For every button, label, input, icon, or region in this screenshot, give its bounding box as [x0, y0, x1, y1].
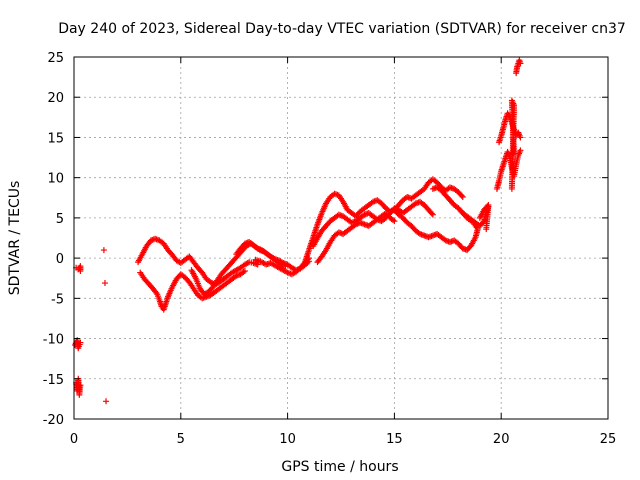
axes — [73, 56, 609, 420]
data-point — [517, 134, 524, 141]
data-points — [72, 57, 524, 405]
data-point — [517, 60, 524, 67]
plot-frame — [73, 56, 609, 420]
y-tick-label: 15 — [47, 131, 64, 146]
data-point — [241, 267, 248, 274]
data-point — [511, 150, 518, 157]
data-point — [77, 339, 84, 346]
y-tick-label: -20 — [43, 413, 64, 428]
y-tick-label: -5 — [51, 292, 64, 307]
data-point — [517, 147, 524, 154]
data-point — [429, 211, 436, 218]
x-axis-label: GPS time / hours — [281, 459, 398, 475]
data-point — [77, 382, 84, 389]
x-tick-label: 0 — [70, 432, 78, 447]
data-point — [101, 280, 108, 287]
x-tick-label: 20 — [493, 432, 510, 447]
y-tick-label: -10 — [43, 333, 64, 348]
y-tick-label: -15 — [43, 373, 64, 388]
data-point — [458, 192, 465, 199]
x-tick-label: 15 — [386, 432, 403, 447]
y-tick-labels: -20 -15 -10 -5 0 5 10 15 20 25 — [43, 51, 64, 428]
y-tick-label: 0 — [56, 252, 64, 267]
data-point — [103, 398, 110, 405]
chart-title: Day 240 of 2023, Sidereal Day-to-day VTE… — [58, 21, 626, 37]
data-point — [391, 218, 398, 225]
data-point — [428, 210, 435, 217]
data-point — [77, 267, 84, 274]
y-axis-label: SDTVAR / TECUs — [7, 181, 23, 296]
y-tick-label: 20 — [47, 91, 64, 106]
x-tick-label: 10 — [279, 432, 296, 447]
x-tick-label: 5 — [177, 432, 185, 447]
x-tick-label: 25 — [600, 432, 617, 447]
data-point — [459, 193, 466, 200]
y-tick-label: 5 — [56, 212, 64, 227]
data-point — [100, 247, 107, 254]
x-tick-labels: 0 5 10 15 20 25 — [70, 432, 616, 447]
data-point — [483, 226, 490, 233]
y-tick-label: 25 — [47, 51, 64, 66]
y-tick-label: 10 — [47, 172, 64, 187]
